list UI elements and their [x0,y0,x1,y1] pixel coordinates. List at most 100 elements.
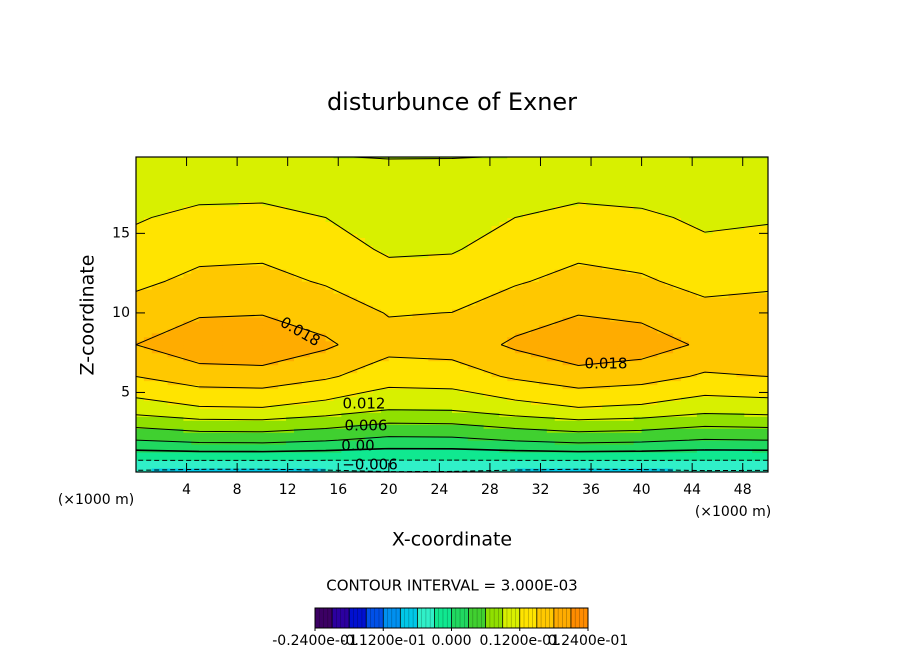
field-cell [420,289,429,294]
field-cell [546,368,556,374]
field-cell [752,324,761,330]
field-cell [617,273,627,278]
field-cell [641,245,651,250]
field-cell [538,229,548,234]
field-cell [531,281,540,286]
field-cell [554,468,564,472]
field-cell [744,320,753,326]
field-cell [689,464,698,469]
field-cell [143,237,153,242]
field-cell [254,221,263,227]
field-cell [760,297,768,302]
field-cell [554,368,564,374]
field-cell [199,368,208,374]
field-cell [720,388,730,394]
field-cell [317,281,327,286]
field-cell [428,348,437,354]
field-cell [420,456,429,461]
field-cell [404,316,414,322]
field-cell [301,392,311,398]
field-cell [136,229,145,234]
field-cell [649,416,658,421]
field-cell [625,253,635,258]
field-cell [309,348,319,354]
field-cell [388,217,398,223]
field-cell [610,384,619,390]
field-cell [515,420,524,425]
field-cell [475,400,485,405]
field-cell [222,312,232,318]
field-cell [238,297,248,302]
field-cell [341,281,350,286]
field-cell [294,281,303,286]
field-cell [270,285,279,290]
field-cell [262,308,271,314]
field-cell [594,312,603,318]
field-cell [657,265,666,270]
field-cell [459,380,469,386]
field-cell [546,416,556,421]
field-cell [373,265,382,270]
field-cell [665,360,674,366]
field-cell [301,245,311,250]
field-cell [760,416,768,421]
field-cell [388,285,398,290]
field-cell [531,444,540,449]
field-cell [143,424,153,429]
field-cell [633,424,643,429]
field-cell [199,269,208,274]
field-cell [594,424,603,429]
field-cell [270,376,279,382]
field-cell [317,408,327,413]
field-cell [665,452,674,457]
field-cell [262,460,271,465]
field-cell [554,380,564,386]
field-cell [617,452,627,457]
field-cell [554,408,564,413]
field-cell [436,420,445,425]
field-cell [617,332,627,338]
field-cell [562,380,572,386]
field-cell [175,356,184,362]
field-cell [183,285,192,290]
field-cell [175,408,184,413]
field-cell [357,448,366,453]
field-cell [736,269,745,274]
field-cell [159,396,169,402]
field-cell [641,440,651,445]
field-cell [341,364,350,370]
field-cell [341,368,350,374]
field-cell [373,432,382,437]
field-cell [554,420,564,425]
field-cell [301,432,311,437]
field-cell [641,249,651,254]
field-cell [373,356,382,362]
field-cell [373,273,382,278]
field-cell [294,440,303,445]
field-cell [167,368,177,374]
field-cell [222,289,232,294]
field-cell [515,400,524,405]
field-cell [309,344,319,350]
field-cell [207,277,216,282]
field-cell [491,293,500,298]
field-cell [380,424,390,429]
field-cell [317,392,327,398]
field-cell [373,360,382,366]
field-cell [301,233,311,238]
field-cell [665,281,674,286]
field-cell [444,452,453,457]
field-cell [712,380,722,386]
field-cell [420,440,429,445]
field-cell [404,436,414,441]
field-cell [159,408,169,413]
field-cell [286,253,295,258]
field-cell [270,336,279,342]
field-cell [270,320,279,326]
field-cell [270,233,279,238]
field-cell [681,332,690,338]
field-cell [491,364,500,370]
field-cell [523,384,532,390]
field-cell [744,464,753,469]
field-cell [199,444,208,449]
